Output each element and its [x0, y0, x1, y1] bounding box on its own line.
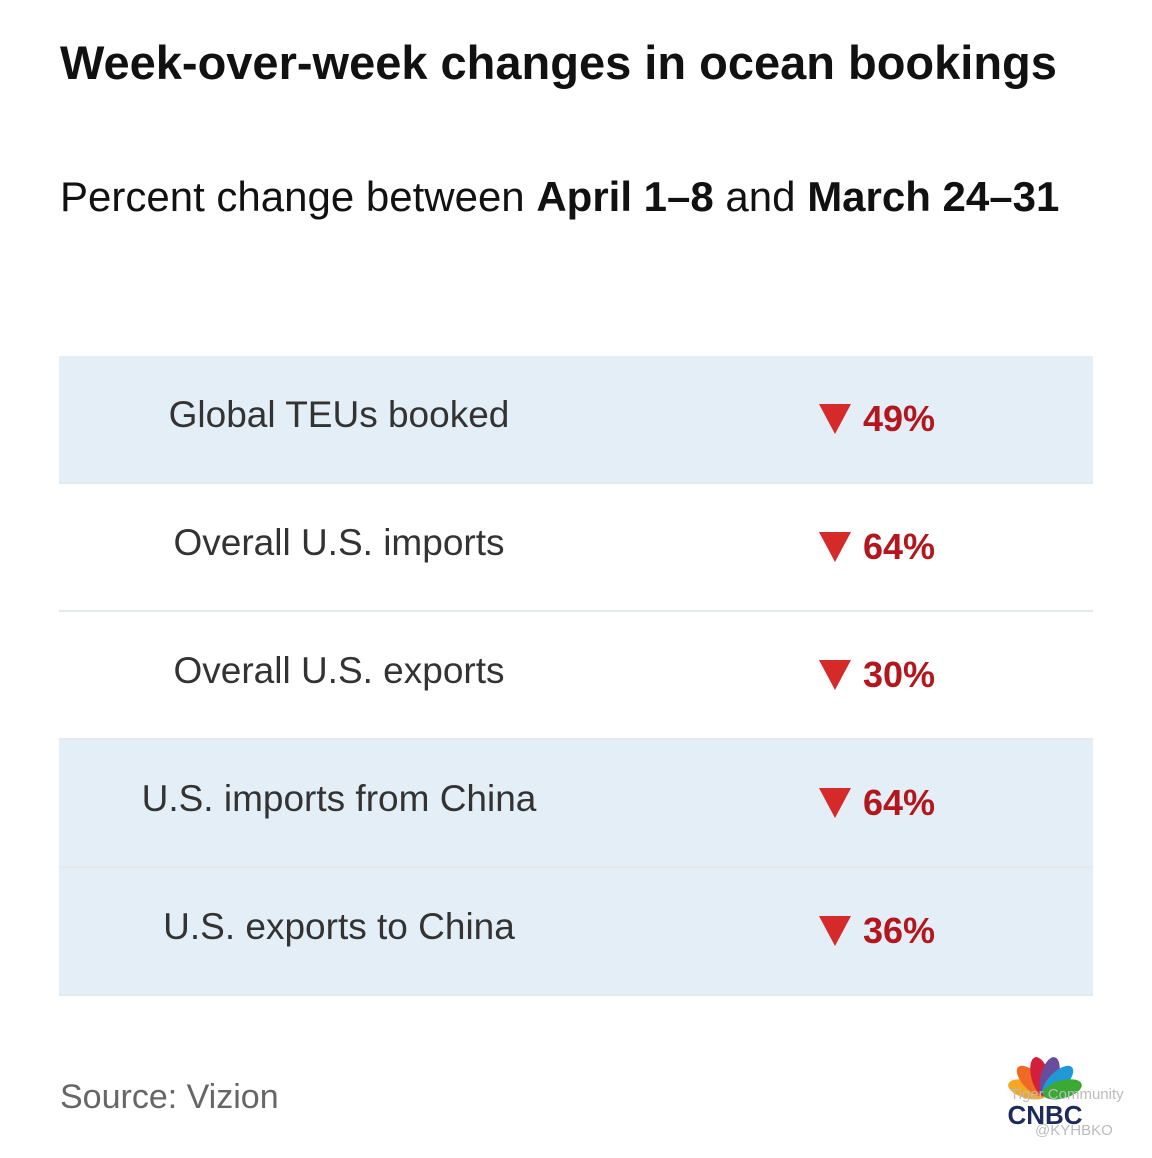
down-triangle-icon [819, 660, 851, 690]
row-label: U.S. exports to China [163, 906, 515, 947]
table-row: U.S. imports from China 64% [59, 740, 1093, 868]
down-triangle-icon [819, 532, 851, 562]
row-label: Overall U.S. exports [173, 650, 505, 691]
cnbc-logo: CNBC [1007, 1057, 1083, 1130]
percent-change: 36% [863, 910, 936, 951]
row-value: 30% [819, 654, 935, 696]
row-label: U.S. imports from China [141, 778, 537, 819]
row-value: 49% [819, 398, 935, 440]
row-value: 64% [819, 526, 935, 568]
row-label: Overall U.S. imports [173, 522, 505, 563]
down-triangle-icon [819, 916, 851, 946]
row-value: 36% [819, 910, 935, 952]
down-triangle-icon [819, 404, 851, 434]
bookings-table: Global TEUs booked 49% Overall U.S. impo… [59, 356, 1093, 996]
percent-change: 64% [863, 782, 936, 823]
row-label: Global TEUs booked [168, 394, 510, 435]
subtitle-period1: April 1–8 [536, 173, 714, 220]
logo-text: CNBC [1007, 1100, 1082, 1130]
row-value: 64% [819, 782, 935, 824]
watermark-handle: @KYHBKO [1035, 1122, 1113, 1139]
table-row: U.S. exports to China 36% [59, 868, 1093, 996]
table-row: Overall U.S. exports 30% [59, 612, 1093, 740]
subtitle-prefix: Percent change between [60, 173, 537, 220]
chart-title: Week-over-week changes in ocean bookings [60, 36, 1057, 89]
chart-subtitle: Percent change between April 1–8 and Mar… [60, 168, 1090, 225]
table-row: Global TEUs booked 49% [59, 356, 1093, 484]
percent-change: 64% [863, 526, 936, 567]
percent-change: 49% [863, 398, 936, 439]
subtitle-mid: and [713, 173, 808, 220]
source-note: Source: Vizion [60, 1078, 279, 1116]
table-row: Overall U.S. imports 64% [59, 484, 1093, 612]
percent-change: 30% [863, 654, 936, 695]
down-triangle-icon [819, 788, 851, 818]
watermark-community: Tiger Community [1010, 1086, 1124, 1103]
subtitle-period2: March 24–31 [807, 173, 1060, 220]
